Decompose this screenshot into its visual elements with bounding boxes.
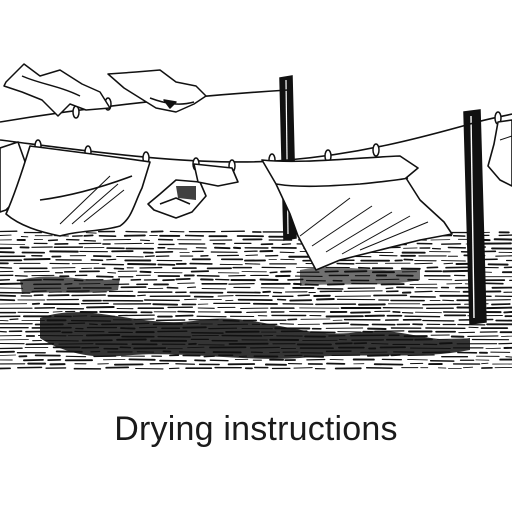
ground-hatch-stroke	[414, 290, 433, 293]
ground-hatch-stroke	[385, 287, 394, 290]
ground-hatch-stroke	[281, 243, 292, 246]
ground-hatch-stroke	[259, 278, 279, 281]
ground-hatch-stroke	[0, 354, 17, 356]
ground-hatch-stroke	[209, 359, 229, 362]
ground-hatch-stroke	[190, 270, 210, 273]
ground-hatch-stroke	[85, 232, 97, 234]
ground-hatch-stroke	[175, 278, 191, 281]
ground-hatch-stroke	[187, 286, 197, 289]
lower-garments	[0, 119, 512, 271]
ground-hatch-stroke	[0, 294, 17, 297]
ground-hatch-stroke	[491, 303, 511, 306]
ground-hatch-stroke	[83, 234, 94, 237]
upper-garments	[3, 63, 207, 117]
ground-hatch-stroke	[481, 362, 489, 365]
ground-hatch-stroke	[217, 295, 234, 297]
clothesline-drawing	[0, 63, 512, 370]
ground-hatch-stroke	[407, 354, 435, 356]
ground-hatch-stroke	[144, 255, 155, 258]
ground-hatch-stroke	[245, 254, 259, 257]
ground-hatch-stroke	[106, 258, 117, 261]
ground-hatch-stroke	[297, 294, 310, 297]
ground-hatch-stroke	[71, 294, 106, 297]
ground-hatch-stroke	[404, 315, 441, 318]
ground-hatch-stroke	[467, 335, 499, 337]
ground-hatch-stroke	[269, 271, 278, 274]
ground-hatch-stroke	[293, 367, 313, 369]
ground-hatch-stroke	[415, 311, 442, 314]
ground-hatch-stroke	[107, 272, 117, 274]
ground-hatch-stroke	[137, 294, 146, 297]
ground-hatch-stroke	[343, 290, 383, 292]
ground-hatch-stroke	[0, 266, 13, 269]
ground-hatch-stroke	[316, 298, 335, 301]
ground-hatch-stroke	[52, 311, 63, 313]
ground-hatch-stroke	[175, 314, 194, 317]
ground-hatch-stroke	[442, 269, 470, 273]
ground-hatch-stroke	[139, 239, 150, 242]
ground-hatching	[0, 230, 512, 370]
ground-hatch-stroke	[279, 323, 295, 325]
ground-hatch-stroke	[214, 246, 231, 250]
ground-hatch-stroke	[486, 306, 512, 310]
ground-hatch-stroke	[462, 366, 474, 369]
clothesline-illustration	[0, 63, 512, 370]
ground-hatch-stroke	[9, 318, 19, 321]
ground-hatch-stroke	[118, 314, 155, 317]
caption-text: Drying instructions	[114, 410, 398, 448]
front-post	[463, 109, 487, 325]
ground-hatch-stroke	[228, 282, 255, 285]
ground-hatch-stroke	[322, 322, 350, 325]
ground-hatch-stroke	[96, 275, 114, 278]
ground-hatch-stroke	[357, 266, 371, 269]
ground-hatch-stroke	[47, 239, 59, 242]
ground-hatch-stroke	[0, 298, 16, 302]
ground-hatch-stroke	[196, 274, 220, 277]
ground-hatch-stroke	[407, 358, 428, 361]
clothesline-ropes	[0, 89, 512, 163]
ground-hatch-stroke	[442, 299, 455, 302]
ground-hatch-stroke	[505, 356, 512, 358]
ground-hatch-stroke	[125, 230, 148, 233]
ground-hatch-stroke	[152, 303, 179, 306]
ground-hatch-stroke	[83, 239, 97, 242]
